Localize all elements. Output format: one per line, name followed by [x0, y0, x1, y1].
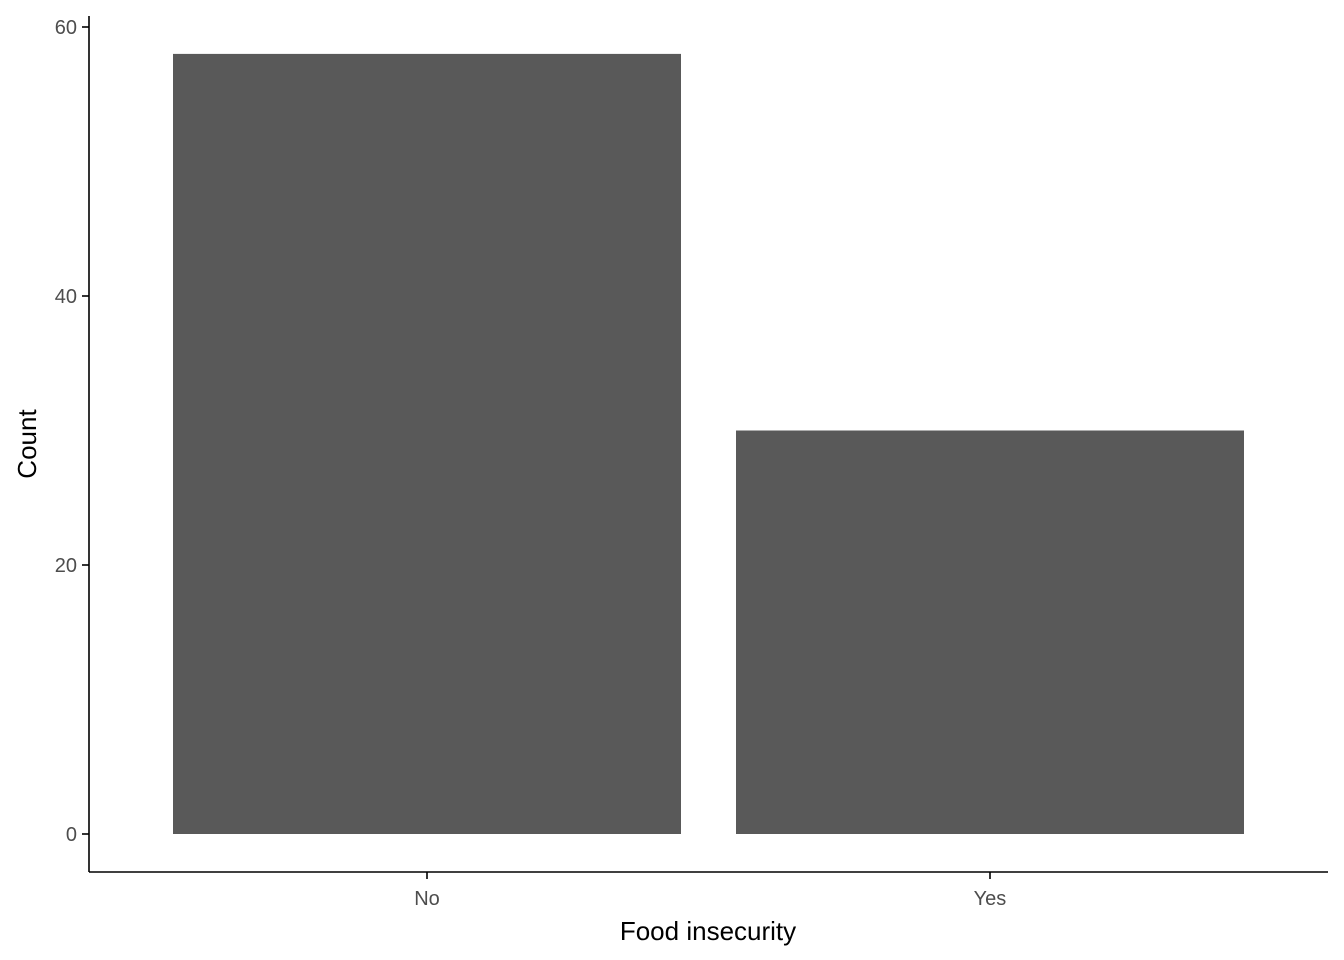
- bars-group: [173, 53, 1244, 834]
- y-axis-title: Count: [12, 409, 42, 479]
- y-tick-label-20: 20: [55, 555, 77, 577]
- y-tick-label-40: 40: [55, 286, 77, 308]
- bar-no: [173, 53, 681, 834]
- x-tick-label-yes: Yes: [974, 888, 1007, 910]
- y-axis-ticks: 0 20 40 60: [55, 17, 89, 846]
- x-axis-title: Food insecurity: [620, 916, 796, 946]
- y-tick-label-60: 60: [55, 17, 77, 39]
- bar-yes: [736, 430, 1244, 834]
- y-tick-label-0: 0: [66, 824, 77, 846]
- x-tick-label-no: No: [414, 888, 440, 910]
- x-axis-ticks: No Yes: [414, 872, 1006, 910]
